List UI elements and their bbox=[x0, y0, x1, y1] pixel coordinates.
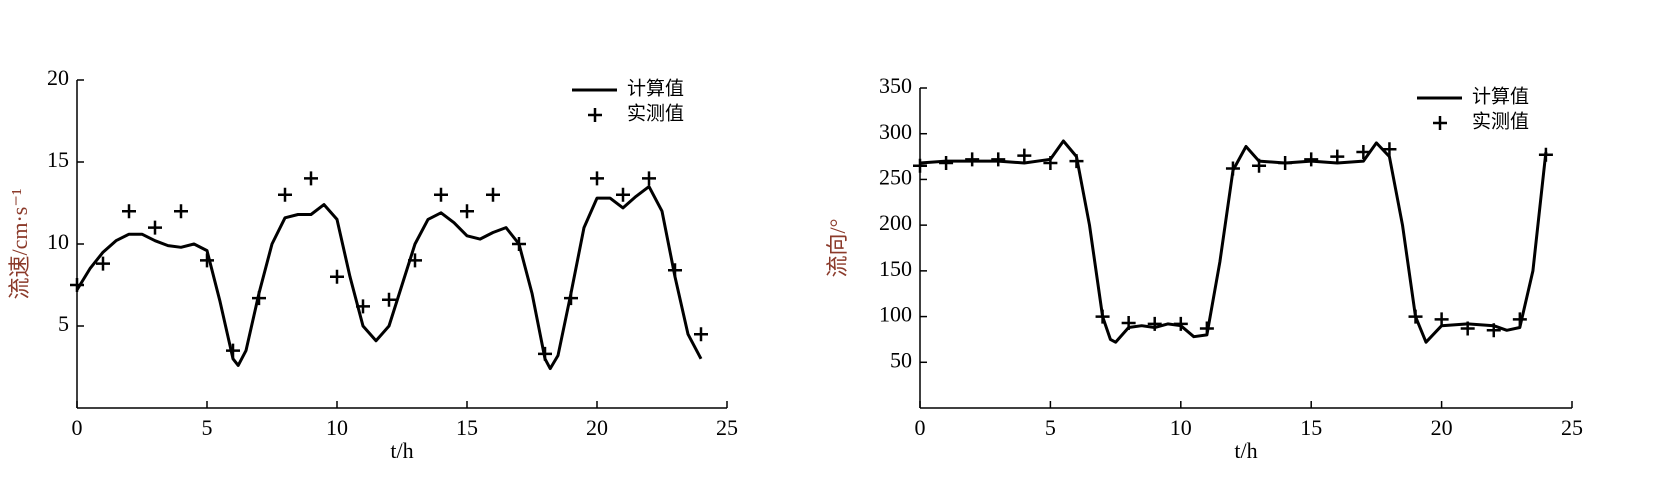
x-tick-label: 25 bbox=[716, 415, 738, 440]
measured-point bbox=[148, 220, 162, 235]
x-tick-label: 25 bbox=[1561, 415, 1583, 440]
measured-point bbox=[1304, 152, 1319, 167]
measured-point bbox=[1252, 158, 1267, 173]
measured-point bbox=[382, 292, 396, 307]
y-tick-label: 150 bbox=[879, 256, 912, 281]
legend-label: 计算值 bbox=[1472, 85, 1529, 107]
measured-point bbox=[965, 152, 980, 167]
measured-point bbox=[356, 299, 370, 314]
measured-point bbox=[512, 237, 526, 251]
measured-point bbox=[226, 343, 240, 358]
y-tick-label: 15 bbox=[47, 147, 69, 172]
x-tick-label: 15 bbox=[456, 415, 478, 440]
measured-point bbox=[1017, 148, 1032, 163]
x-axis-label: t/h bbox=[390, 438, 413, 463]
y-tick-label: 10 bbox=[47, 229, 69, 254]
x-tick-label: 0 bbox=[915, 415, 926, 440]
measured-point bbox=[434, 187, 448, 202]
measured-point bbox=[913, 158, 927, 173]
measured-point bbox=[122, 204, 136, 219]
panel: 0 5 10 15 20 25 50 100 150 200 250 300 350 t/h 流向/° 计算值… bbox=[825, 73, 1583, 463]
x-axis-label: t/h bbox=[1234, 438, 1257, 463]
measured-point bbox=[538, 346, 552, 361]
measured-point bbox=[616, 187, 630, 202]
x-tick-label: 5 bbox=[1045, 415, 1056, 440]
legend-marker bbox=[588, 108, 602, 122]
measured-point bbox=[96, 256, 110, 271]
measured-point bbox=[1173, 316, 1188, 331]
measured-point bbox=[408, 253, 422, 268]
measured-point bbox=[1538, 147, 1553, 162]
measured-point bbox=[70, 278, 84, 292]
legend-label: 实测值 bbox=[1472, 110, 1529, 132]
measured-point bbox=[1095, 309, 1110, 324]
measured-point bbox=[991, 152, 1006, 167]
measured-point bbox=[1486, 323, 1501, 338]
y-tick-label: 200 bbox=[879, 210, 912, 235]
y-tick-label: 100 bbox=[879, 302, 912, 327]
y-tick-label: 20 bbox=[47, 65, 69, 90]
legend-marker bbox=[1433, 116, 1447, 130]
x-tick-label: 20 bbox=[1431, 415, 1453, 440]
y-tick-label: 350 bbox=[879, 73, 912, 98]
x-tick-label: 20 bbox=[586, 415, 608, 440]
measured-point bbox=[1121, 315, 1136, 330]
x-tick-label: 5 bbox=[202, 415, 213, 440]
measured-point bbox=[1512, 312, 1527, 327]
measured-point bbox=[939, 155, 954, 170]
measured-point bbox=[1408, 309, 1423, 324]
measured-point bbox=[1225, 161, 1240, 176]
y-axis-label: 流速/cm·s⁻¹ bbox=[7, 188, 32, 299]
measured-point bbox=[1199, 321, 1214, 336]
measured-point bbox=[1356, 145, 1371, 159]
measured-point bbox=[590, 171, 604, 186]
calc-line bbox=[919, 139, 1548, 344]
measured-point bbox=[304, 171, 318, 186]
measured-point bbox=[642, 171, 656, 186]
calc-line bbox=[75, 185, 703, 371]
measured-point bbox=[330, 269, 344, 284]
y-tick-label: 300 bbox=[879, 119, 912, 144]
measured-point bbox=[1147, 316, 1162, 331]
measured-point bbox=[1382, 142, 1397, 157]
measured-point bbox=[278, 187, 292, 202]
measured-point bbox=[252, 291, 266, 306]
legend-label: 实测值 bbox=[627, 102, 684, 124]
x-tick-label: 15 bbox=[1300, 415, 1322, 440]
x-tick-label: 10 bbox=[1170, 415, 1192, 440]
y-axis-label: 流向/° bbox=[825, 219, 850, 278]
measured-point bbox=[668, 263, 682, 278]
measured-point bbox=[1434, 312, 1449, 327]
measured-point bbox=[1069, 154, 1084, 169]
legend-label: 计算值 bbox=[627, 77, 684, 99]
measured-point bbox=[174, 204, 188, 219]
measured-point bbox=[460, 204, 474, 219]
x-tick-label: 0 bbox=[72, 415, 83, 440]
measured-point bbox=[486, 187, 500, 202]
measured-point bbox=[1278, 155, 1293, 170]
measured-point bbox=[694, 327, 708, 342]
y-tick-label: 5 bbox=[58, 311, 69, 336]
measured-point bbox=[564, 291, 578, 306]
measured-point bbox=[1460, 321, 1475, 336]
y-tick-label: 50 bbox=[890, 347, 912, 372]
measured-point bbox=[1043, 155, 1058, 170]
x-tick-label: 10 bbox=[326, 415, 348, 440]
measured-point bbox=[1330, 149, 1345, 164]
y-tick-label: 250 bbox=[879, 164, 912, 189]
measured-point bbox=[200, 253, 214, 268]
